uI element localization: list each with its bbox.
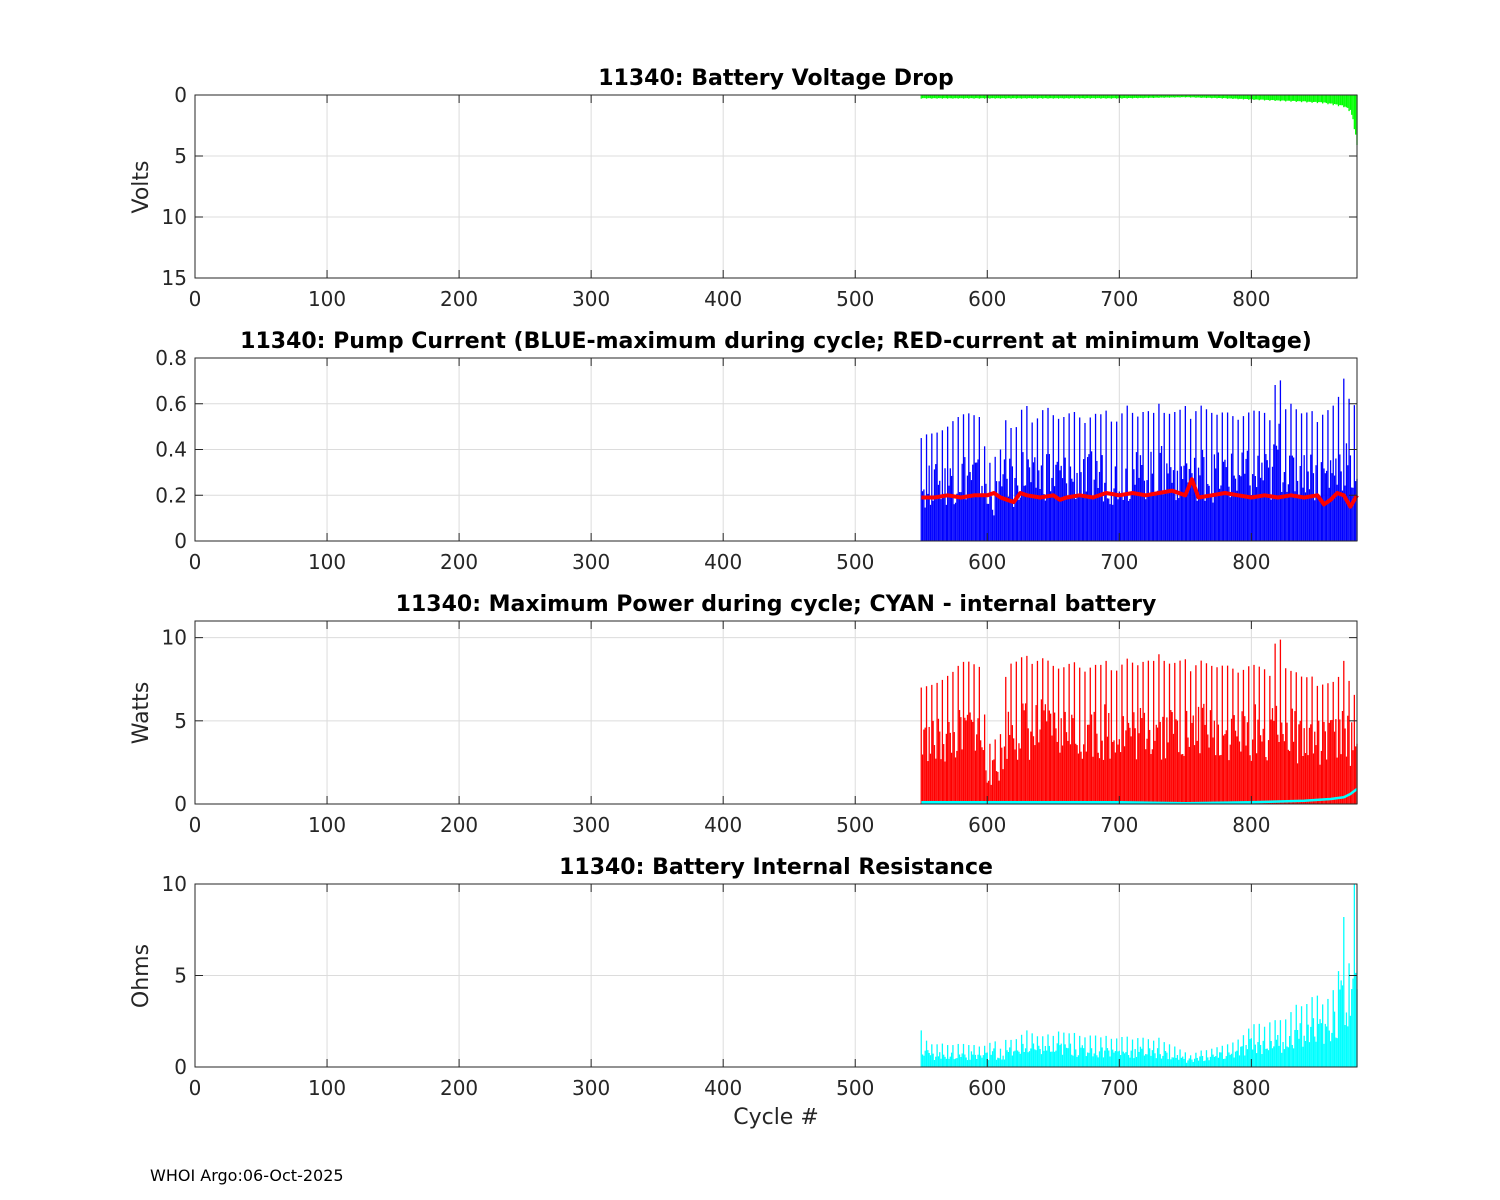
power-ylabel: Watts xyxy=(129,682,154,745)
power-xtick-label: 700 xyxy=(1100,813,1138,837)
current-xtick-label: 200 xyxy=(440,550,478,574)
power-xtick-label: 800 xyxy=(1232,813,1270,837)
power-title: 11340: Maximum Power during cycle; CYAN … xyxy=(396,592,1157,617)
resistance-xtick-label: 0 xyxy=(189,1076,202,1100)
current-panel: 0 100 200 300 400 500 600 700 800 0 0.2 0.4 0.6 0.8 11… xyxy=(155,329,1359,574)
current-xtick-label: 0 xyxy=(189,550,202,574)
current-ytick-label: 0 xyxy=(174,529,187,553)
resistance-ytick-label: 5 xyxy=(174,964,187,988)
resistance-ytick-label: 10 xyxy=(162,872,187,896)
voltage-panel: 0 100 200 300 400 500 600 700 800 0 5 10 15 11340: Ba… xyxy=(129,66,1358,311)
power-xtick-label: 100 xyxy=(308,813,346,837)
power-axes-box xyxy=(194,620,1358,805)
power-ytick-label: 5 xyxy=(174,709,187,733)
current-ytick-label: 0.6 xyxy=(155,392,187,416)
voltage-xtick-label: 700 xyxy=(1100,287,1138,311)
resistance-xtick-label: 300 xyxy=(572,1076,610,1100)
voltage-ytick-label: 10 xyxy=(162,205,187,229)
resistance-xtick-label: 400 xyxy=(704,1076,742,1100)
voltage-axes-box xyxy=(194,94,1358,279)
voltage-xtick-label: 200 xyxy=(440,287,478,311)
voltage-title: 11340: Battery Voltage Drop xyxy=(598,66,954,91)
resistance-xtick-label: 100 xyxy=(308,1076,346,1100)
voltage-ylabel: Volts xyxy=(129,160,154,213)
resistance-xlabel: Cycle # xyxy=(733,1105,819,1130)
power-panel: 0 100 200 300 400 500 600 700 800 0 5 10 11340: Maxi… xyxy=(129,592,1358,837)
power-ytick-label: 0 xyxy=(174,792,187,816)
resistance-title: 11340: Battery Internal Resistance xyxy=(559,855,993,880)
footer-credit: WHOI Argo:06-Oct-2025 xyxy=(150,1166,344,1185)
resistance-xtick-label: 700 xyxy=(1100,1076,1138,1100)
current-title: 11340: Pump Current (BLUE-maximum during… xyxy=(240,329,1312,354)
voltage-plot-area xyxy=(195,95,1357,278)
current-xtick-label: 600 xyxy=(968,550,1006,574)
power-xtick-label: 500 xyxy=(836,813,874,837)
voltage-ytick-label: 5 xyxy=(174,144,187,168)
voltage-xtick-label: 300 xyxy=(572,287,610,311)
voltage-xtick-label: 600 xyxy=(968,287,1006,311)
voltage-xtick-label: 800 xyxy=(1232,287,1270,311)
power-xtick-label: 0 xyxy=(189,813,202,837)
resistance-ytick-label: 0 xyxy=(174,1055,187,1079)
power-xtick-label: 300 xyxy=(572,813,610,837)
resistance-xtick-label: 500 xyxy=(836,1076,874,1100)
voltage-xtick-label: 400 xyxy=(704,287,742,311)
power-xtick-label: 600 xyxy=(968,813,1006,837)
current-xtick-label: 400 xyxy=(704,550,742,574)
voltage-ytick-label: 0 xyxy=(174,83,187,107)
current-ytick-label: 0.4 xyxy=(155,438,187,462)
voltage-xtick-label: 500 xyxy=(836,287,874,311)
voltage-ytick-label: 15 xyxy=(162,266,187,290)
current-series-line xyxy=(921,477,1359,509)
resistance-xtick-label: 800 xyxy=(1232,1076,1270,1100)
power-ytick-label: 10 xyxy=(162,626,187,650)
voltage-xtick-label: 100 xyxy=(308,287,346,311)
power-xtick-label: 200 xyxy=(440,813,478,837)
resistance-ylabel: Ohms xyxy=(129,944,154,1008)
voltage-xtick-label: 0 xyxy=(189,287,202,311)
current-ytick-label: 0.8 xyxy=(155,346,187,370)
current-xtick-label: 100 xyxy=(308,550,346,574)
current-xtick-label: 800 xyxy=(1232,550,1270,574)
current-xtick-label: 700 xyxy=(1100,550,1138,574)
current-xtick-label: 300 xyxy=(572,550,610,574)
resistance-panel: 0 100 200 300 400 500 600 700 800 0 5 10 11340: Batt… xyxy=(129,855,1358,1130)
resistance-xtick-label: 600 xyxy=(968,1076,1006,1100)
resistance-xtick-label: 200 xyxy=(440,1076,478,1100)
power-xtick-label: 400 xyxy=(704,813,742,837)
current-ytick-label: 0.2 xyxy=(155,483,187,507)
current-xtick-label: 500 xyxy=(836,550,874,574)
